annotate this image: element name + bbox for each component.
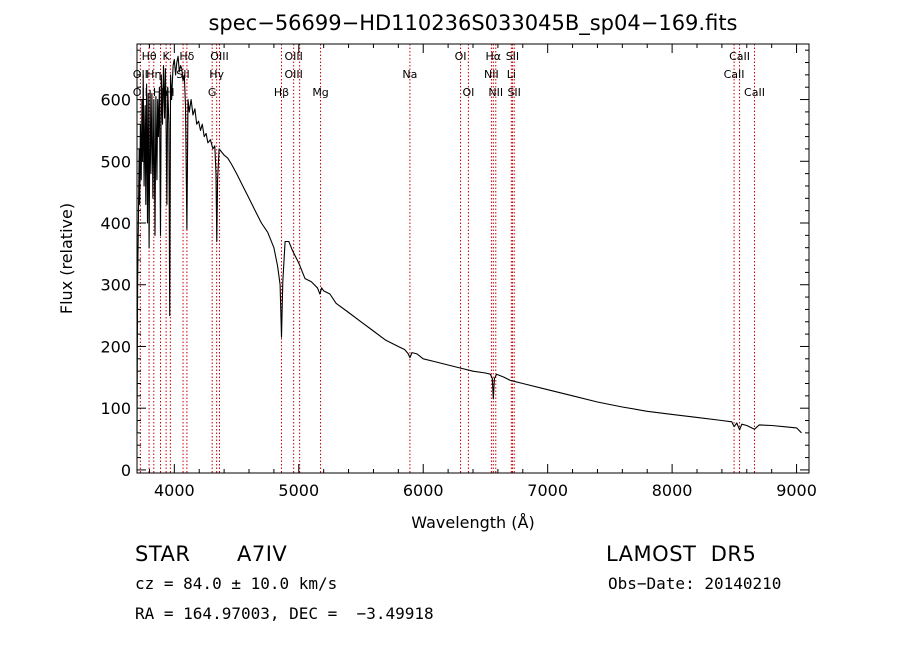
- plot-frame: [136, 43, 810, 474]
- spectral-line-label: CaII: [729, 50, 750, 63]
- survey-label: LAMOST DR5: [606, 542, 757, 566]
- spectral-line-label: NII: [484, 68, 499, 81]
- y-tick-label: 100: [100, 399, 131, 418]
- obs-date-label: Obs−Date: 20140210: [608, 574, 782, 593]
- y-tick-label: 200: [100, 337, 131, 356]
- spectral-line-label: Mg: [312, 86, 328, 99]
- spectral-line-label: SII: [506, 50, 519, 63]
- spectral-line-label: Hα: [486, 50, 502, 63]
- spectral-line-label: NII: [488, 86, 503, 99]
- spectral-class: A7IV: [237, 542, 288, 566]
- spectral-line-label: OIII: [210, 50, 228, 63]
- spectrum-chart: spec−56699−HD110236S033045B_sp04−169.fit…: [57, 11, 817, 532]
- y-tick-label: 400: [100, 214, 131, 233]
- x-tick-label: 6000: [403, 481, 444, 500]
- object-type: STAR: [135, 542, 191, 566]
- y-tick-label: 600: [100, 91, 131, 110]
- spectral-line-label: OI: [462, 86, 474, 99]
- spectral-line-label: OII: [133, 86, 148, 99]
- x-tick-label: 8000: [652, 481, 693, 500]
- spectral-line-label: Li: [507, 68, 516, 81]
- chart-title: spec−56699−HD110236S033045B_sp04−169.fit…: [208, 11, 737, 36]
- x-tick-label: 7000: [527, 481, 568, 500]
- y-axis-label: Flux (relative): [57, 203, 76, 314]
- redshift-label: cz = 84.0 ± 10.0 km/s: [135, 574, 338, 593]
- spectral-line-label: Na: [402, 68, 417, 81]
- x-tick-label: 9000: [776, 481, 817, 500]
- x-axis-label: Wavelength (Å): [411, 513, 534, 532]
- x-tick-label: 4000: [154, 481, 195, 500]
- y-tick-label: 500: [100, 152, 131, 171]
- spectral-line-label: CaII: [724, 68, 745, 81]
- spectrum-series-line: [136, 55, 802, 434]
- spectral-line-label: Hγ: [209, 68, 224, 81]
- y-tick-label: 0: [121, 461, 131, 480]
- spectral-line-label: SII: [507, 86, 520, 99]
- spectral-line-label: Hβ: [274, 86, 289, 99]
- spectral-line-label: OI: [455, 50, 467, 63]
- spectral-line-label: Hη: [146, 68, 161, 81]
- coordinates-label: RA = 164.97003, DEC = −3.49918: [135, 604, 434, 623]
- spectral-line-label: Hθ: [142, 50, 157, 63]
- x-tick-label: 5000: [278, 481, 319, 500]
- spectral-line-label: OIII: [284, 50, 302, 63]
- spectral-line-label: Hδ: [179, 50, 194, 63]
- spectral-line-label: K: [163, 50, 171, 63]
- spectral-line-label: CaII: [744, 86, 765, 99]
- y-tick-label: 300: [100, 276, 131, 295]
- spectral-line-label: G: [208, 86, 217, 99]
- spectral-line-label: OIII: [284, 68, 302, 81]
